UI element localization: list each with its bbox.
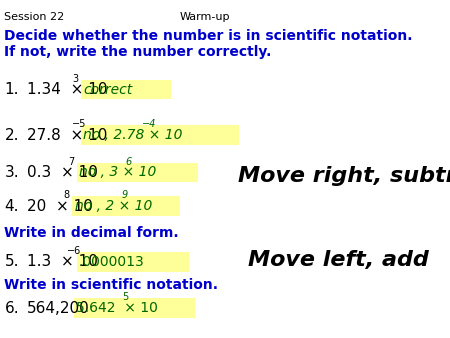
Text: 9: 9 [122,190,128,200]
Text: Write in scientific notation.: Write in scientific notation. [4,277,219,292]
Text: .0000013: .0000013 [79,255,145,269]
FancyBboxPatch shape [76,252,189,272]
Text: 3: 3 [72,74,78,84]
Text: 6.: 6. [4,301,19,316]
Text: 1.34  × 10: 1.34 × 10 [27,82,108,97]
Text: no , 3 × 10: no , 3 × 10 [79,165,156,179]
Text: correct: correct [83,82,132,97]
Text: 1.: 1. [4,82,19,97]
Text: Write in decimal form.: Write in decimal form. [4,226,179,240]
Text: 564,200: 564,200 [27,301,90,316]
Text: 5.642  × 10: 5.642 × 10 [76,301,158,315]
Text: 8: 8 [63,190,70,200]
Text: no , 2.78 × 10: no , 2.78 × 10 [83,128,183,142]
Text: 2.: 2. [4,128,19,143]
Text: Session 22: Session 22 [4,12,65,22]
Text: If not, write the number correctly.: If not, write the number correctly. [4,45,272,58]
FancyBboxPatch shape [76,163,198,182]
Text: Move right, subtract: Move right, subtract [238,166,450,186]
Text: −5: −5 [72,119,86,129]
Text: −6: −6 [67,246,81,256]
FancyBboxPatch shape [81,125,239,145]
FancyBboxPatch shape [72,196,180,216]
Text: Move left, add: Move left, add [248,250,428,270]
Text: −4: −4 [142,119,157,129]
Text: 4.: 4. [4,199,19,214]
Text: 5: 5 [122,292,128,303]
Text: Warm-up: Warm-up [180,12,230,22]
Text: 0.3  × 10: 0.3 × 10 [27,165,98,180]
Text: 7: 7 [68,156,74,167]
Text: 1.3  × 10: 1.3 × 10 [27,255,98,269]
Text: no , 2 × 10: no , 2 × 10 [75,199,152,213]
Text: Decide whether the number is in scientific notation.: Decide whether the number is in scientif… [4,29,413,43]
Text: 27.8  × 10: 27.8 × 10 [27,128,108,143]
FancyBboxPatch shape [74,298,195,318]
FancyBboxPatch shape [81,80,171,99]
Text: 20  × 10: 20 × 10 [27,199,93,214]
Text: 6: 6 [126,156,132,167]
Text: 3.: 3. [4,165,19,180]
Text: 5.: 5. [4,255,19,269]
